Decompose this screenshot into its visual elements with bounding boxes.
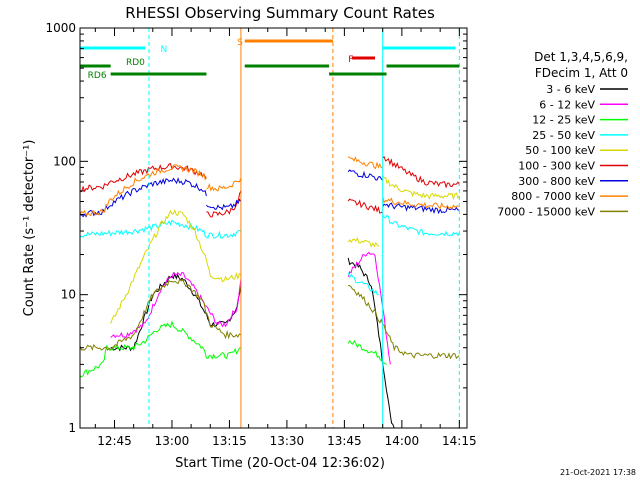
y-tick-label: 100 [53, 154, 76, 168]
x-tick-label: 13:00 [155, 434, 190, 448]
x-tick-label: 13:30 [270, 434, 305, 448]
chart-title: RHESSI Observing Summary Count Rates [125, 4, 435, 22]
y-axis-label: Count Rate (s⁻¹ detector⁻¹) [22, 140, 37, 317]
flag-s: S [237, 38, 333, 48]
series-line [79, 177, 207, 218]
series-2 [79, 320, 387, 378]
series-line [382, 174, 460, 201]
legend-header-line: Det 1,3,4,5,6,9, [534, 50, 628, 64]
series-line [110, 271, 242, 339]
series-line [347, 169, 384, 181]
series-line [382, 214, 460, 237]
series-line [206, 177, 242, 192]
flag-rd0: RD0 [80, 58, 460, 68]
series-4 [110, 174, 460, 324]
series-line [348, 285, 460, 360]
legend-label: 100 - 300 keV [518, 160, 595, 173]
series-line [79, 320, 242, 378]
series-line [382, 155, 460, 189]
x-tick-label: 12:45 [97, 434, 132, 448]
series-line [347, 272, 379, 296]
flag-label: RD0 [126, 58, 145, 68]
plot-area: N S F RD0 RD6 [79, 28, 460, 429]
legend-label: 300 - 800 keV [518, 175, 595, 188]
flag-rd6: RD6 [88, 71, 387, 81]
series-line [110, 209, 242, 324]
legend-label: 25 - 50 keV [532, 129, 595, 142]
flag-label: F [348, 55, 353, 65]
series-line [79, 164, 207, 217]
flag-f: F [348, 55, 376, 65]
x-axis: 12:45 13:00 13:15 13:30 13:45 14:00 14:15 [94, 28, 477, 448]
series-line [206, 198, 242, 211]
legend-label: 12 - 25 keV [532, 114, 595, 127]
legend-label: 50 - 100 keV [525, 144, 595, 157]
x-axis-label: Start Time (20-Oct-04 12:36:02) [175, 456, 385, 471]
legend: Det 1,3,4,5,6,9, FDecim 1, Att 0 3 - 6 k… [497, 50, 628, 218]
flag-label: S [237, 38, 243, 48]
legend-label: 800 - 7000 keV [511, 190, 595, 203]
y-tick-label: 10 [61, 288, 76, 302]
x-tick-label: 13:15 [212, 434, 247, 448]
series-3 [79, 214, 460, 296]
flag-n: N [80, 45, 456, 55]
flag-label: RD6 [88, 71, 107, 81]
legend-header-line: FDecim 1, Att 0 [535, 66, 628, 80]
legend-label: 3 - 6 keV [546, 83, 595, 96]
x-tick-label: 14:00 [385, 434, 420, 448]
series-7 [79, 156, 460, 217]
series-line [79, 278, 242, 351]
plot-frame [79, 27, 468, 429]
flag-label: N [160, 45, 167, 55]
x-tick-label: 14:15 [442, 434, 477, 448]
series-line [347, 236, 380, 248]
series-8 [79, 278, 460, 360]
series-6 [79, 169, 460, 218]
series-line [79, 219, 242, 239]
series-line [206, 190, 242, 218]
legend-label: 7000 - 15000 keV [497, 205, 595, 218]
series-line [382, 202, 460, 215]
series-line [382, 196, 460, 210]
y-tick-label: 1 [68, 421, 76, 435]
series-line [347, 339, 387, 365]
series-line [347, 156, 383, 170]
y-tick-label: 1000 [45, 21, 76, 35]
y-axis: 1 10 100 1000 [45, 21, 467, 435]
legend-label: 6 - 12 keV [539, 98, 595, 111]
timestamp: 21-Oct-2021 17:38 [560, 468, 636, 477]
series-line [347, 198, 384, 214]
x-tick-label: 13:45 [327, 434, 362, 448]
